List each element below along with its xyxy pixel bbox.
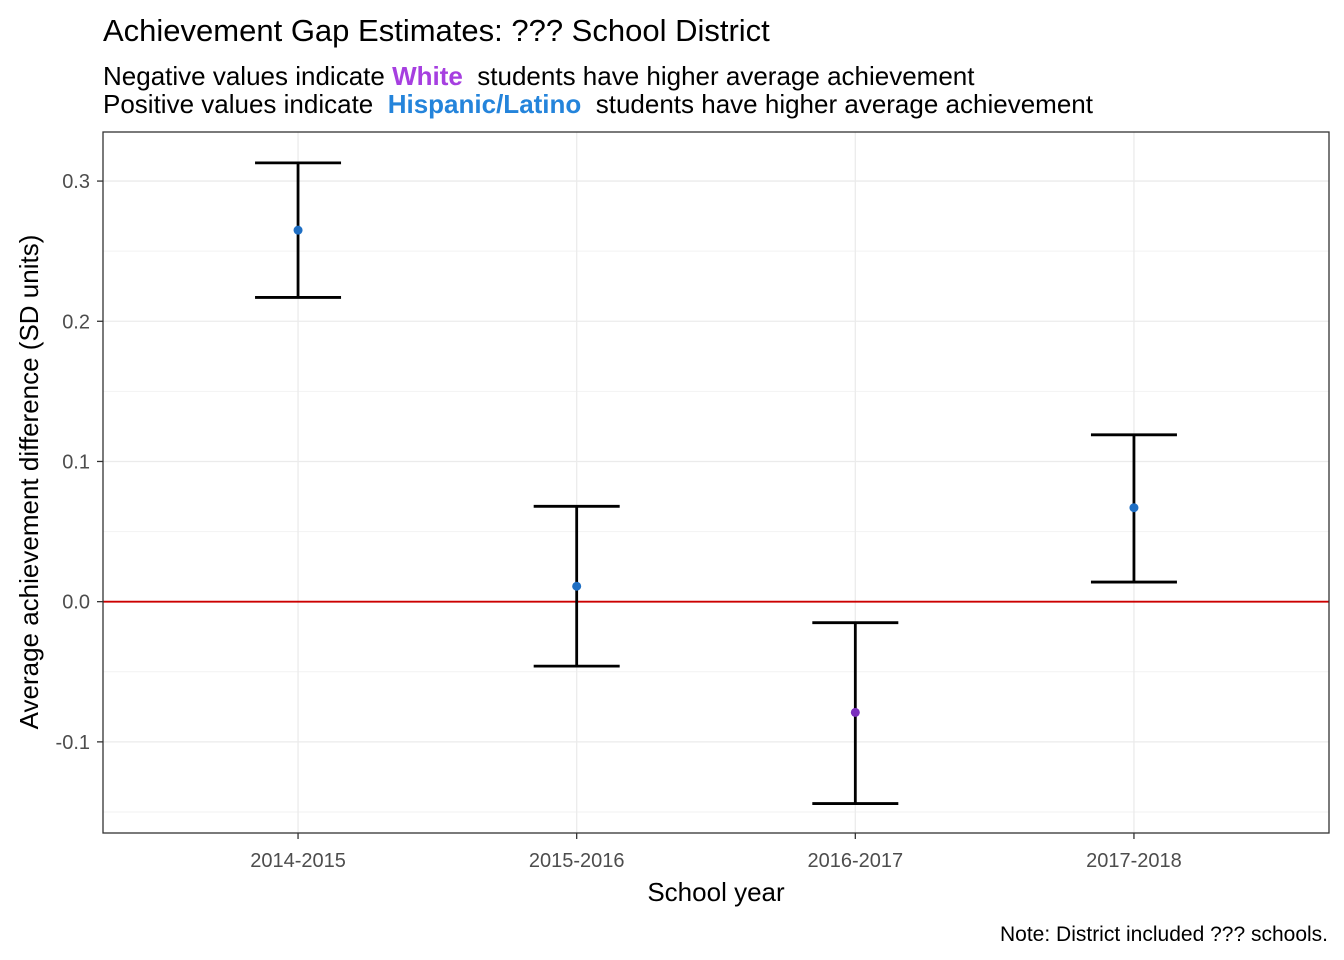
- estimate-point-2017-2018: [1129, 503, 1139, 513]
- y-tick-label: 0.0: [62, 592, 90, 614]
- estimate-points: [293, 225, 1139, 717]
- subtitle-negative-group: White: [392, 61, 463, 91]
- x-tick-label: 2015-2016: [529, 850, 625, 872]
- x-tick-label: 2014-2015: [250, 850, 346, 872]
- x-axis-label: School year: [647, 877, 785, 907]
- y-axis-label: Average achievement difference (SD units…: [14, 235, 44, 730]
- chart-title: Achievement Gap Estimates: ??? School Di…: [103, 13, 770, 48]
- estimate-point-2015-2016: [572, 581, 582, 591]
- estimate-point-2016-2017: [850, 707, 860, 717]
- x-axis-ticks: 2014-2015 2015-2016 2016-2017 2017-2018: [250, 833, 1182, 872]
- y-tick-label: 0.3: [62, 171, 90, 193]
- x-tick-label: 2017-2018: [1086, 850, 1182, 872]
- subtitle-positive-group: Hispanic/Latino: [388, 89, 582, 119]
- chart-caption: Note: District included ??? schools.: [1000, 923, 1328, 946]
- subtitle-negative-prefix: Negative values indicate: [103, 61, 392, 91]
- x-tick-label: 2016-2017: [807, 850, 903, 872]
- error-bars: [255, 161, 1177, 805]
- y-tick-label: -0.1: [56, 732, 90, 754]
- subtitle-positive-suffix: students have higher average achievement: [581, 89, 1093, 119]
- plot-panel-border: [102, 131, 1330, 834]
- subtitle-negative-suffix: students have higher average achievement: [463, 61, 975, 91]
- y-tick-label: 0.2: [62, 311, 90, 333]
- y-axis-ticks: -0.1 0.0 0.1 0.2 0.3: [56, 171, 103, 754]
- subtitle-positive-prefix: Positive values indicate: [103, 89, 388, 119]
- subtitle-line-negative: Negative values indicate White students …: [103, 61, 975, 91]
- y-tick-label: 0.1: [62, 451, 90, 473]
- estimate-point-2014-2015: [293, 225, 303, 235]
- subtitle-line-positive: Positive values indicate Hispanic/Latino…: [103, 89, 1094, 119]
- grid-lines: [103, 132, 1329, 833]
